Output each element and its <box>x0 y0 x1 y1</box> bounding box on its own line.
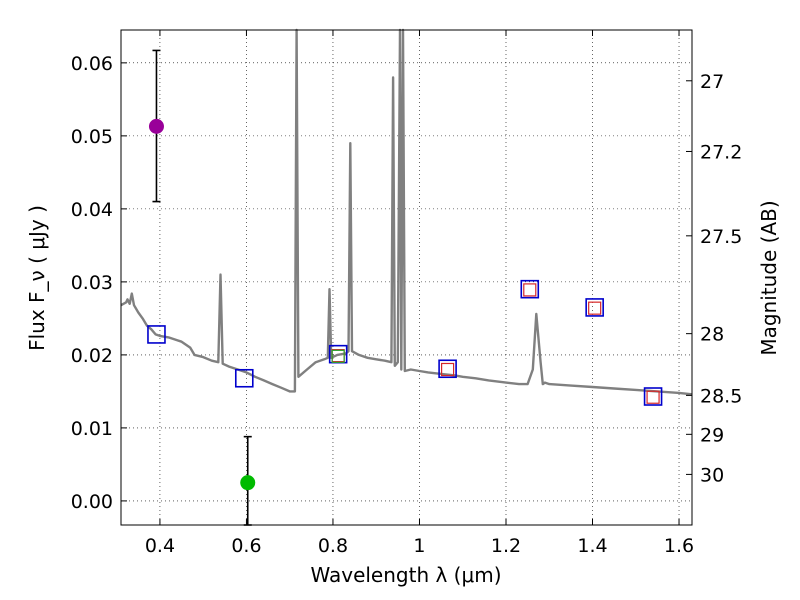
plot-area <box>121 30 692 525</box>
model-square <box>440 362 455 377</box>
detection-point <box>148 118 164 134</box>
y2-tick-label: 27.5 <box>700 226 742 248</box>
y2-tick-label: 28 <box>700 324 724 346</box>
y2-tick-label: 30 <box>700 464 724 486</box>
model-square <box>331 349 345 363</box>
x-tick-label: 0.8 <box>318 535 348 557</box>
detection-point <box>240 475 256 491</box>
observed-square <box>438 359 457 379</box>
plot-frame <box>120 29 693 526</box>
x-tick-label: 1.4 <box>577 535 607 557</box>
y2-tick-label: 27.2 <box>700 141 742 163</box>
y-tick-label: 0.05 <box>71 126 113 148</box>
observed-square <box>643 387 663 406</box>
x-tick-label: 1.2 <box>491 535 521 557</box>
y-tick-label: 0.03 <box>71 272 113 294</box>
observed-square <box>520 279 540 299</box>
y2-tick-label: 29 <box>700 424 724 446</box>
y-tick-label: 0.01 <box>71 418 113 440</box>
y-axis-label: Flux F_ν ( μJy ) <box>25 205 49 351</box>
y2-tick-label: 27 <box>700 71 724 93</box>
model-square <box>588 301 602 315</box>
model-square <box>523 283 537 297</box>
y-tick-label: 0.00 <box>71 491 113 513</box>
x-tick-label: 0.6 <box>231 535 261 557</box>
photometry-markers <box>147 118 663 491</box>
axis-ticks: 0.4 0.6 0.8 1 1.2 1.4 1.6 0.00 0.01 0.02 0.03 0.04 0… <box>71 30 742 557</box>
x-tick-label: 1 <box>413 535 425 557</box>
model-square <box>646 390 660 404</box>
y-tick-label: 0.02 <box>71 345 113 367</box>
grid-lines <box>121 30 692 525</box>
y-tick-label: 0.06 <box>71 53 113 75</box>
y2-tick-label: 28.5 <box>700 385 742 407</box>
model-spectrum <box>120 28 693 396</box>
y2-axis-label: Magnitude (AB) <box>757 200 781 355</box>
y-tick-label: 0.04 <box>71 199 113 221</box>
observed-square <box>234 368 254 388</box>
spectrum-line <box>120 28 693 396</box>
observed-square <box>585 298 604 317</box>
x-axis-label: Wavelength λ (μm) <box>310 563 501 587</box>
x-tick-label: 0.4 <box>145 535 175 557</box>
observed-square <box>147 325 166 344</box>
x-tick-label: 1.6 <box>664 535 694 557</box>
